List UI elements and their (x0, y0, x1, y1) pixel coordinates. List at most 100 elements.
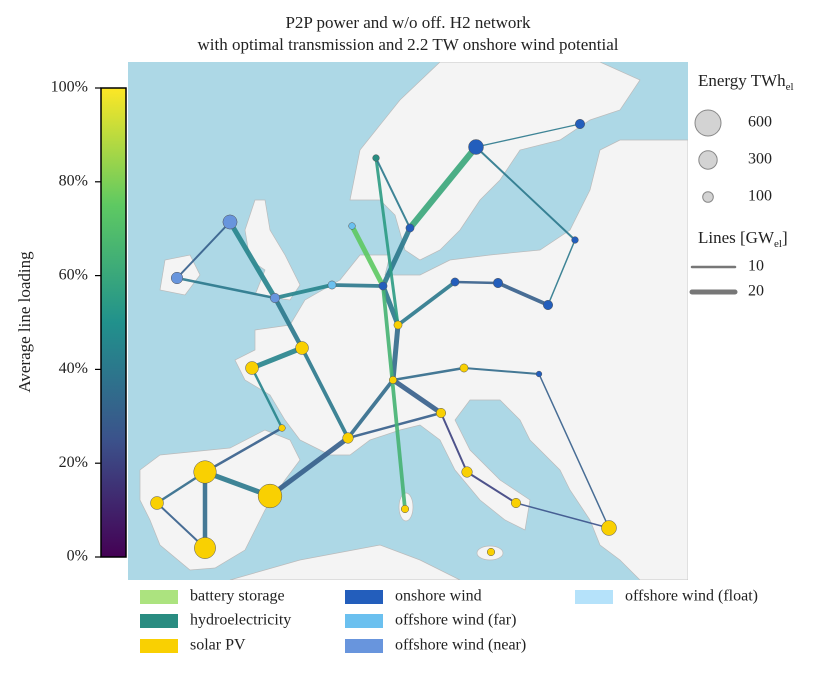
line-legend-title-end: ] (782, 228, 788, 247)
bus (543, 300, 553, 310)
bus (405, 223, 415, 233)
transmission-line (440, 412, 468, 473)
transmission-line (381, 284, 407, 511)
transmission-line (515, 502, 610, 529)
transmission-line (349, 223, 386, 289)
bus (222, 214, 238, 230)
carrier-swatch (345, 614, 383, 628)
size-legend-circle (694, 109, 722, 137)
network-buses (150, 119, 617, 559)
transmission-line (453, 280, 500, 285)
transmission-line (475, 123, 581, 148)
bus (327, 280, 337, 290)
carrier-label: offshore wind (float) (625, 588, 758, 605)
transmission-line (346, 411, 443, 440)
bus (342, 432, 354, 444)
bus (388, 375, 398, 385)
colorbar-label: Average line loading (15, 251, 34, 393)
transmission-line (249, 345, 305, 371)
size-legend-circle (702, 191, 714, 203)
carrier-label: offshore wind (far) (395, 612, 516, 629)
bus (270, 293, 280, 303)
transmission-line (227, 219, 278, 301)
bus (459, 363, 469, 373)
transmission-line (375, 157, 411, 229)
transmission-line (463, 367, 540, 375)
size-legend-title-main: Energy TWh (698, 71, 786, 90)
transmission-line (300, 346, 350, 440)
bus (378, 281, 388, 291)
carrier-label: battery storage (190, 588, 285, 605)
line-legend-label: 10 (748, 258, 764, 275)
map (128, 62, 688, 580)
bus (450, 277, 460, 287)
transmission-line (496, 281, 550, 307)
colorbar-tick-label: 40% (59, 360, 88, 377)
bus (245, 361, 259, 375)
bus (393, 320, 403, 330)
transmission-line (272, 295, 305, 351)
subtitle: with optimal transmission and 2.2 TW ons… (197, 35, 618, 54)
bus (372, 154, 380, 162)
size-legend-circle (698, 150, 718, 170)
bus (193, 460, 217, 484)
bus (535, 370, 543, 378)
bus (348, 222, 356, 230)
transmission-line (547, 239, 576, 306)
size-legend-title-sub: el (786, 81, 794, 93)
transmission-line (176, 221, 231, 279)
transmission-line (374, 156, 400, 327)
land-africa (229, 544, 461, 580)
transmission-line (391, 366, 466, 382)
bus (400, 504, 410, 514)
colorbar-tick-label: 60% (59, 266, 88, 283)
bus (601, 520, 617, 536)
bus (461, 466, 473, 478)
bus (170, 271, 184, 285)
transmission-line (406, 143, 480, 232)
line-legend-label: 20 (748, 283, 764, 300)
line-legend-title-main: Lines [GW (698, 228, 775, 247)
transmission-line (346, 378, 395, 440)
transmission-line (267, 435, 351, 499)
bus (295, 341, 309, 355)
title: P2P power and w/o off. H2 network (285, 13, 531, 32)
transmission-line (390, 322, 401, 383)
bus (278, 424, 286, 432)
bus (575, 119, 585, 129)
colorbar-tick-label: 20% (59, 454, 88, 471)
bus (571, 236, 579, 244)
transmission-line (390, 377, 444, 416)
size-legend-title: Energy TWhel (698, 71, 794, 93)
size-legend-label: 100 (748, 188, 772, 205)
legend: 600 300 100 10 20 battery storage hydroelectri… (140, 109, 772, 654)
bus (493, 278, 503, 288)
transmission-line (250, 366, 284, 430)
colorbar-tick-label: 100% (51, 79, 88, 96)
transmission-line (175, 276, 277, 300)
carrier-swatch (140, 639, 178, 653)
carrier-swatch (140, 614, 178, 628)
transmission-line (203, 426, 284, 474)
transmission-line (396, 280, 457, 327)
transmission-line (380, 225, 413, 289)
bus (436, 408, 446, 418)
transmission-line (538, 373, 610, 529)
bus (468, 139, 484, 155)
land-continent (234, 139, 688, 580)
carrier-swatch (345, 590, 383, 604)
carrier-label: hydroelectricity (190, 612, 291, 629)
bus (257, 483, 283, 509)
transmission-line (330, 283, 385, 288)
carrier-swatch (575, 590, 613, 604)
transmission-line (466, 471, 517, 504)
bus (194, 537, 216, 559)
line-legend-title-sub: el (774, 238, 782, 250)
carrier-label: solar PV (190, 637, 246, 654)
transmission-line (156, 502, 206, 549)
carrier-label: onshore wind (395, 588, 482, 605)
bus (511, 498, 521, 508)
colorbar-tick-label: 80% (59, 172, 88, 189)
size-legend-label: 600 (748, 114, 772, 131)
